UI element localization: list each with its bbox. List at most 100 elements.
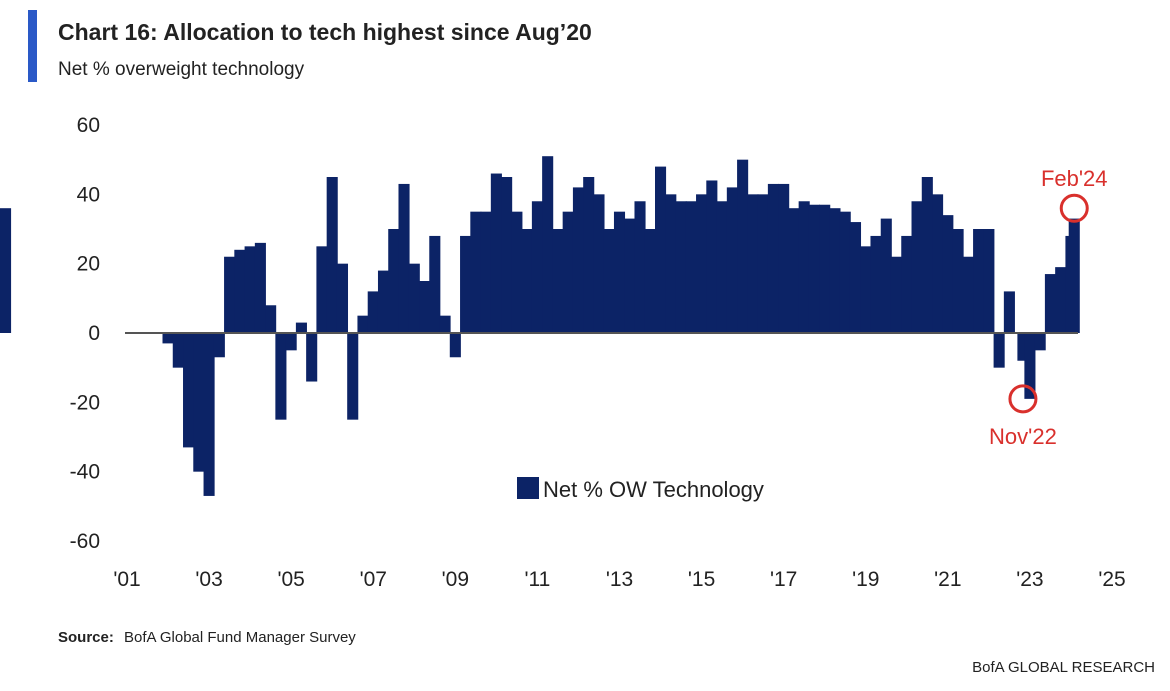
- bar: [973, 229, 985, 333]
- x-tick-label: '01: [113, 568, 140, 591]
- bar: [521, 229, 533, 333]
- bar: [562, 211, 574, 333]
- bar: [285, 333, 297, 351]
- bar: [696, 194, 708, 333]
- bar: [531, 201, 543, 333]
- bar: [460, 235, 472, 333]
- x-tick-label: '11: [525, 568, 551, 591]
- bar: [788, 208, 800, 333]
- bar: [613, 211, 626, 333]
- bar: [429, 235, 441, 333]
- bar: [767, 183, 779, 333]
- x-tick-label: '15: [688, 568, 715, 591]
- x-tick-label: '21: [934, 568, 961, 591]
- title-accent: [28, 10, 37, 82]
- bar: [183, 333, 195, 448]
- bar: [819, 204, 831, 333]
- legend-label: Net % OW Technology: [543, 477, 764, 502]
- bar: [326, 177, 338, 333]
- bar: [603, 229, 615, 333]
- bar: [757, 194, 769, 333]
- bar: [203, 333, 215, 496]
- bar: [1034, 333, 1046, 351]
- y-tick-label: -60: [70, 530, 100, 553]
- bar: [244, 246, 256, 333]
- bar: [213, 333, 225, 358]
- bar: [593, 194, 605, 333]
- bar: [911, 201, 923, 333]
- bar: [624, 218, 636, 333]
- bar: [849, 222, 862, 333]
- bar: [501, 177, 513, 333]
- bar: [1068, 218, 1080, 333]
- bar: [962, 256, 974, 333]
- bar: [870, 235, 882, 333]
- bar: [778, 183, 790, 333]
- bar: [675, 201, 687, 333]
- bar: [726, 187, 738, 333]
- bar: [306, 333, 318, 382]
- bar: [901, 235, 913, 333]
- bar: [839, 211, 851, 333]
- source-label: Source:: [58, 629, 114, 646]
- annotation-label: Feb'24: [1041, 166, 1108, 191]
- bar: [398, 183, 410, 333]
- bar: [932, 194, 944, 333]
- bar: [747, 194, 759, 333]
- x-tick-label: '25: [1098, 568, 1125, 591]
- bar: [1003, 291, 1015, 333]
- bar: [0, 208, 12, 333]
- bar: [737, 159, 749, 333]
- source: BofA Global Fund Manager Survey: [124, 629, 356, 646]
- annotation-circle: [1008, 384, 1038, 414]
- bar: [665, 194, 677, 333]
- bar: [408, 263, 420, 333]
- bar: [193, 333, 205, 472]
- bar: [480, 211, 492, 333]
- bar: [706, 180, 718, 333]
- legend-swatch: [517, 477, 539, 499]
- annotation-circle: [1059, 193, 1089, 223]
- bar: [377, 270, 390, 333]
- bar: [716, 201, 728, 333]
- bar: [808, 204, 820, 333]
- bar: [572, 187, 584, 333]
- bar: [439, 315, 451, 333]
- bar: [234, 249, 246, 333]
- y-tick-label: 60: [77, 114, 100, 137]
- bar: [829, 208, 841, 333]
- bar: [172, 333, 184, 368]
- bar: [542, 156, 554, 333]
- y-tick-label: -40: [70, 461, 100, 484]
- bar: [685, 201, 697, 333]
- bar: [552, 229, 564, 333]
- bar: [993, 333, 1005, 368]
- bar: [316, 246, 328, 333]
- bar: [254, 242, 266, 333]
- x-tick-label: '05: [277, 568, 304, 591]
- bar: [1017, 333, 1029, 361]
- bar: [1044, 274, 1056, 333]
- x-tick-label: '23: [1016, 568, 1043, 591]
- bar: [1055, 267, 1067, 333]
- brand: BofA GLOBAL RESEARCH: [972, 659, 1155, 676]
- chart-title: Chart 16: Allocation to tech highest sin…: [58, 19, 592, 45]
- bar: [890, 256, 903, 333]
- bar: [655, 166, 667, 333]
- bar: [275, 333, 287, 420]
- x-tick-label: '19: [852, 568, 879, 591]
- y-tick-label: -20: [70, 391, 100, 414]
- bar: [1024, 333, 1036, 399]
- bar: [336, 263, 349, 333]
- bar: [449, 333, 461, 358]
- y-tick-label: 40: [77, 183, 100, 206]
- bar: [798, 201, 810, 333]
- bar: [388, 229, 400, 333]
- bar: [357, 315, 369, 333]
- chart-subtitle: Net % overweight technology: [58, 59, 305, 80]
- bar: [942, 215, 954, 333]
- x-tick-label: '17: [770, 568, 797, 591]
- bar: [921, 177, 933, 333]
